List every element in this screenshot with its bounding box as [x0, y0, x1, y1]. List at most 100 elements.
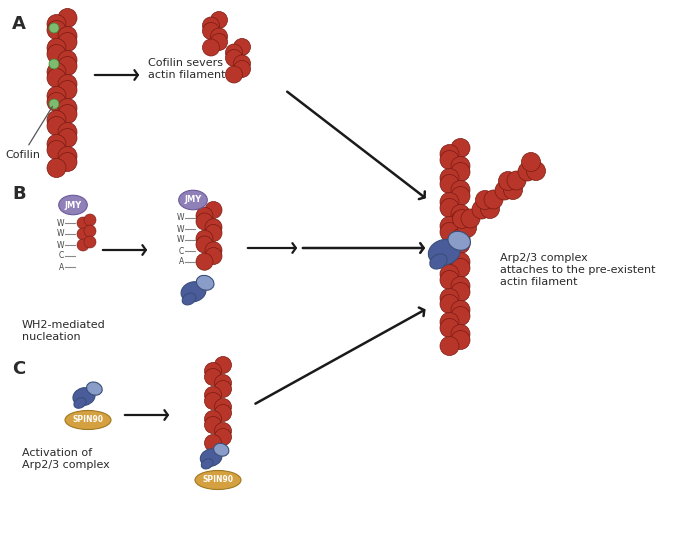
- Text: JMY: JMY: [184, 195, 202, 205]
- Circle shape: [204, 411, 222, 428]
- Circle shape: [215, 356, 231, 374]
- Circle shape: [202, 17, 220, 34]
- Text: Activation of
Arp2/3 complex: Activation of Arp2/3 complex: [22, 448, 109, 469]
- Circle shape: [451, 187, 470, 206]
- Text: W: W: [177, 213, 184, 222]
- Circle shape: [77, 239, 89, 251]
- Circle shape: [58, 98, 77, 118]
- Circle shape: [440, 312, 459, 331]
- Circle shape: [225, 50, 243, 66]
- Circle shape: [215, 399, 231, 416]
- Text: W: W: [177, 236, 184, 244]
- Circle shape: [215, 423, 231, 440]
- Circle shape: [84, 214, 96, 226]
- Circle shape: [211, 28, 227, 45]
- Text: W: W: [57, 240, 64, 250]
- Circle shape: [234, 60, 250, 77]
- Circle shape: [205, 248, 222, 264]
- Circle shape: [205, 225, 222, 242]
- Circle shape: [451, 234, 470, 254]
- Circle shape: [204, 386, 222, 404]
- Circle shape: [461, 209, 480, 228]
- Circle shape: [84, 236, 96, 248]
- Circle shape: [451, 205, 470, 224]
- Circle shape: [475, 190, 495, 209]
- Circle shape: [47, 63, 66, 82]
- Circle shape: [196, 236, 213, 253]
- Circle shape: [196, 230, 213, 248]
- Circle shape: [205, 242, 222, 259]
- Text: A: A: [179, 257, 184, 267]
- Circle shape: [451, 300, 470, 319]
- Ellipse shape: [182, 293, 196, 305]
- Text: W: W: [177, 225, 184, 233]
- Circle shape: [225, 44, 243, 61]
- Circle shape: [527, 162, 545, 181]
- Circle shape: [58, 104, 77, 123]
- Circle shape: [440, 337, 459, 355]
- Ellipse shape: [59, 195, 87, 215]
- Ellipse shape: [195, 471, 241, 490]
- Ellipse shape: [213, 443, 229, 456]
- Circle shape: [440, 222, 459, 242]
- Circle shape: [58, 9, 77, 28]
- Circle shape: [196, 207, 213, 224]
- Circle shape: [196, 213, 213, 230]
- Ellipse shape: [73, 388, 95, 406]
- Circle shape: [47, 92, 66, 112]
- Circle shape: [58, 33, 77, 52]
- Circle shape: [47, 15, 66, 34]
- Circle shape: [58, 51, 77, 70]
- Circle shape: [457, 219, 477, 238]
- Text: Arp2/3 complex
attaches to the pre-existent
actin filament: Arp2/3 complex attaches to the pre-exist…: [500, 254, 656, 287]
- Text: Cofilin severs
actin filament: Cofilin severs actin filament: [148, 58, 225, 79]
- Text: C: C: [179, 246, 184, 256]
- Circle shape: [234, 55, 250, 72]
- Text: W: W: [57, 230, 64, 238]
- Circle shape: [196, 254, 213, 270]
- Circle shape: [495, 181, 514, 200]
- Ellipse shape: [87, 382, 103, 395]
- Circle shape: [58, 152, 77, 171]
- Circle shape: [47, 140, 66, 159]
- Circle shape: [211, 34, 227, 51]
- Circle shape: [58, 27, 77, 46]
- Circle shape: [451, 282, 470, 301]
- Circle shape: [451, 211, 470, 230]
- Ellipse shape: [428, 239, 460, 265]
- Circle shape: [204, 435, 222, 452]
- Circle shape: [205, 219, 222, 236]
- Circle shape: [440, 294, 459, 313]
- Circle shape: [451, 276, 470, 295]
- Circle shape: [451, 306, 470, 325]
- Circle shape: [451, 181, 470, 200]
- Text: SPIN90: SPIN90: [73, 416, 103, 424]
- Circle shape: [451, 139, 470, 158]
- Circle shape: [47, 39, 66, 58]
- Circle shape: [58, 57, 77, 76]
- Circle shape: [498, 171, 518, 190]
- Text: A: A: [12, 15, 26, 33]
- Circle shape: [77, 228, 89, 240]
- Circle shape: [58, 75, 77, 94]
- Circle shape: [522, 152, 541, 171]
- Circle shape: [58, 146, 77, 165]
- Circle shape: [440, 193, 459, 212]
- Text: WH2-mediated
nucleation: WH2-mediated nucleation: [22, 320, 106, 342]
- Circle shape: [49, 23, 59, 33]
- Circle shape: [440, 175, 459, 194]
- Circle shape: [451, 163, 470, 182]
- Text: A: A: [59, 263, 64, 271]
- Circle shape: [202, 39, 220, 56]
- Circle shape: [204, 368, 222, 386]
- Circle shape: [440, 318, 459, 337]
- Circle shape: [440, 288, 459, 307]
- Circle shape: [58, 128, 77, 147]
- Circle shape: [234, 39, 250, 55]
- Text: C: C: [59, 251, 64, 261]
- Circle shape: [204, 362, 222, 380]
- Text: B: B: [12, 185, 26, 203]
- Ellipse shape: [181, 282, 206, 302]
- Circle shape: [47, 134, 66, 153]
- Circle shape: [440, 264, 459, 283]
